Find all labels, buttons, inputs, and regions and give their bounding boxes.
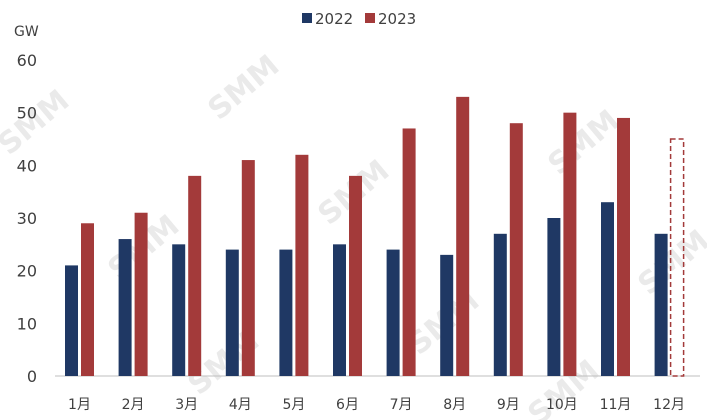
bar-2023-5 — [295, 154, 309, 376]
x-tick-label: 2月 — [122, 397, 145, 413]
x-tick-label: 6月 — [336, 397, 359, 413]
bar-2022-8 — [440, 254, 454, 376]
x-tick-label: 11月 — [600, 397, 632, 413]
watermark-logo: SMM — [631, 223, 707, 302]
x-tick-label: 9月 — [497, 397, 520, 413]
forecast-placeholder-bar — [669, 138, 685, 377]
x-tick-label: 12月 — [653, 397, 685, 413]
bar-2022-7 — [386, 249, 400, 376]
y-tick-label: 30 — [17, 209, 37, 228]
x-tick-label: 3月 — [175, 397, 198, 413]
bar-2023-10 — [563, 112, 577, 377]
legend-label-2023: 2023 — [378, 10, 416, 28]
watermark-logo: SMM — [0, 83, 76, 162]
bar-2023-6 — [349, 175, 362, 376]
bar-2023-2 — [134, 212, 148, 376]
legend-swatch-2022 — [302, 13, 312, 23]
bar-2023-3 — [188, 175, 202, 376]
bar-2022-3 — [172, 244, 186, 376]
watermark-logo: SMM — [541, 103, 626, 182]
bar-2022-5 — [279, 249, 293, 376]
y-tick-label: 50 — [17, 104, 37, 123]
bar-2022-12 — [654, 233, 668, 376]
x-tick-label: 5月 — [282, 397, 305, 413]
y-axis-unit-label: GW — [14, 24, 39, 40]
y-tick-label: 40 — [17, 156, 37, 175]
bar-2023-8 — [456, 96, 470, 376]
bar-2022-9 — [493, 233, 507, 376]
bar-2023-11 — [617, 117, 630, 376]
bar-2022-11 — [601, 202, 614, 376]
bar-2022-1 — [65, 265, 78, 376]
bar-2022-6 — [333, 244, 346, 376]
x-tick-label: 8月 — [443, 397, 466, 413]
y-tick-label: 60 — [17, 51, 37, 70]
x-tick-label: 7月 — [390, 397, 413, 413]
watermark-logo: SMM — [201, 48, 286, 127]
y-axis-ticks: 0 10 20 30 40 50 60 — [17, 51, 37, 386]
legend-swatch-2023 — [365, 13, 375, 23]
x-axis-ticks: 1月 2月 3月 4月 5月 6月 7月 8月 9月 10月 11月 12月 — [68, 397, 685, 413]
legend-label-2022: 2022 — [315, 10, 353, 28]
bar-2022-2 — [118, 239, 132, 376]
y-tick-label: 0 — [27, 367, 37, 386]
y-tick-label: 10 — [17, 314, 37, 333]
legend: 2022 2023 — [302, 10, 416, 28]
bar-2022-4 — [225, 249, 239, 376]
x-tick-label: 4月 — [229, 397, 252, 413]
x-tick-label: 10月 — [546, 397, 578, 413]
bar-2023-9 — [509, 123, 523, 376]
bar-2022-10 — [547, 218, 561, 376]
x-tick-label: 1月 — [68, 397, 91, 413]
bar-2023-7 — [402, 128, 416, 376]
bar-2023-4 — [241, 160, 255, 376]
y-tick-label: 20 — [17, 262, 37, 281]
bar-2023-1 — [81, 223, 94, 376]
bars — [65, 96, 685, 377]
